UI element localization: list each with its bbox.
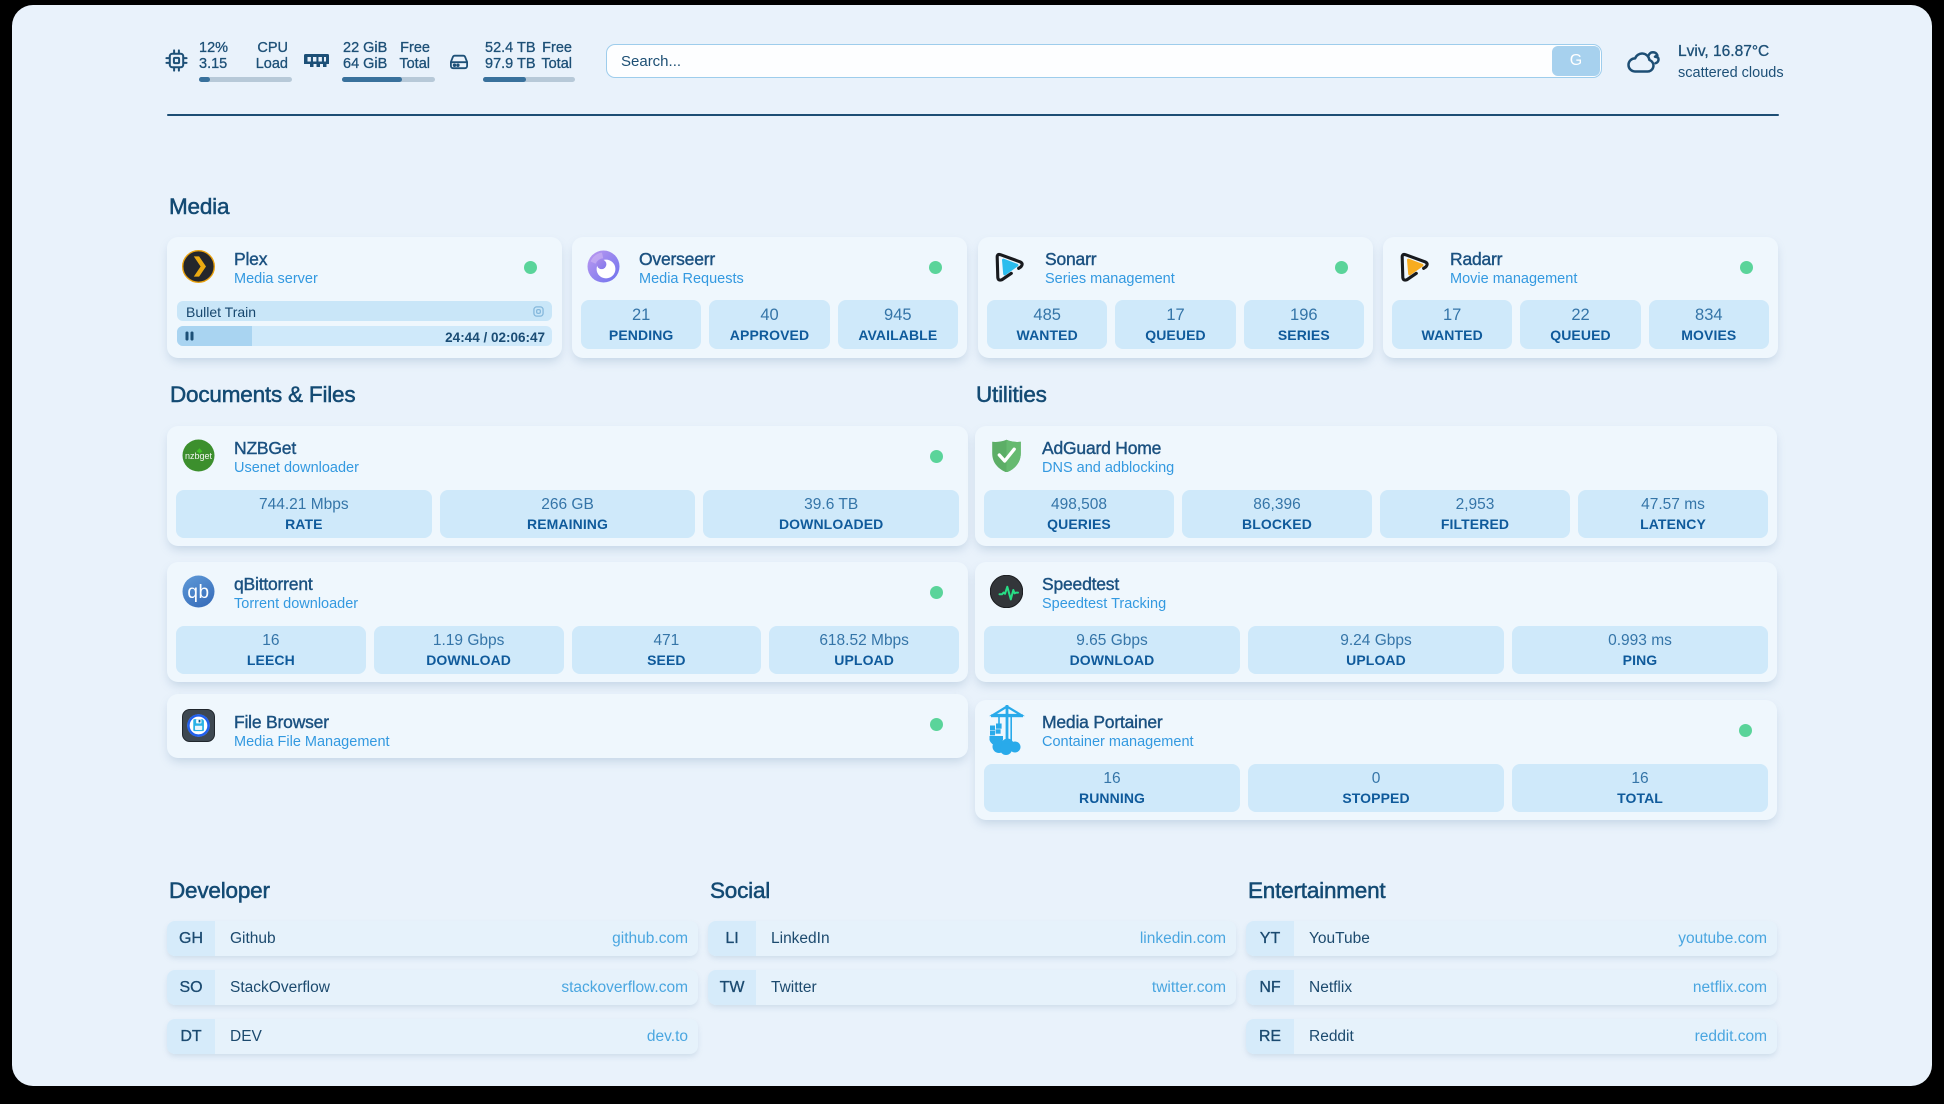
svg-text:nzbget: nzbget bbox=[185, 451, 213, 461]
svg-text:qb: qb bbox=[187, 582, 209, 603]
